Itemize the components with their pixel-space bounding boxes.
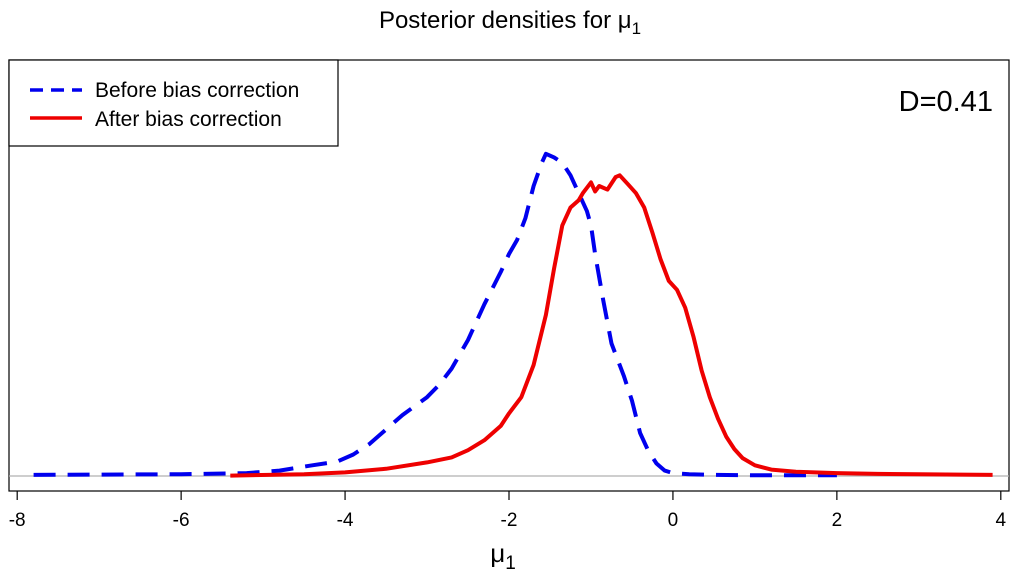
chart-title-symbol: μ (618, 7, 632, 34)
x-axis-label-symbol: μ (490, 538, 505, 568)
x-axis: -8 -6 -4 -2 0 2 4 (9, 491, 1007, 531)
x-tick-label: 2 (832, 510, 843, 531)
series-layer (33, 151, 993, 478)
legend-box (8, 59, 339, 147)
chart-title-main: Posterior densities for (379, 7, 618, 34)
chart-title: Posterior densities for μ1 (379, 7, 641, 38)
x-tick-label: -8 (9, 510, 26, 531)
x-tick-label: 0 (668, 510, 679, 531)
series-line-after-bias-correction (230, 173, 993, 478)
legend-label-after: After bias correction (95, 108, 282, 131)
x-tick-label: -6 (173, 510, 190, 531)
legend: Before bias correction After bias correc… (8, 59, 339, 147)
x-tick-label: -2 (501, 510, 518, 531)
legend-label-before: Before bias correction (95, 79, 299, 102)
x-tick-label: 4 (996, 510, 1007, 531)
x-axis-label-subscript: 1 (505, 553, 516, 574)
chart-title-subscript: 1 (632, 19, 641, 38)
x-tick-label: -4 (337, 510, 354, 531)
series-line-before-bias-correction (33, 151, 837, 478)
x-axis-label: μ1 (490, 538, 516, 574)
d-statistic-annotation: D=0.41 (899, 86, 993, 118)
